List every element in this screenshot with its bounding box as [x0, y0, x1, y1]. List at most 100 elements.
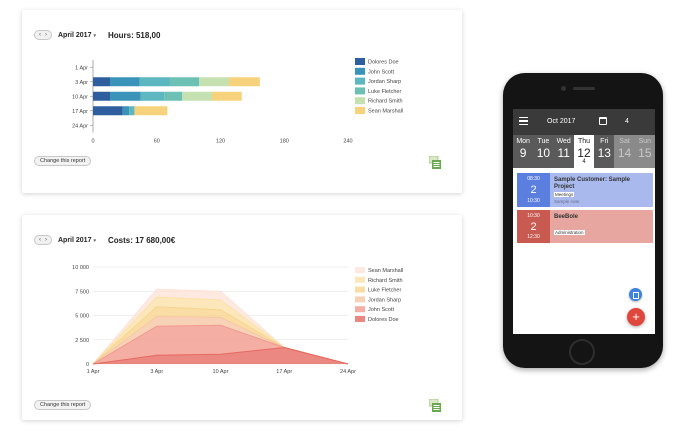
phone-speaker	[573, 87, 595, 90]
entry-tag: Administration	[554, 230, 585, 235]
day-date: 10	[536, 146, 551, 160]
day-date: 11	[557, 146, 570, 160]
end-time: 10:30	[527, 198, 540, 204]
entry-title: BeeBole	[554, 214, 579, 220]
month-nav: ‹ ›	[34, 30, 52, 40]
bar-segment	[93, 77, 110, 87]
hamburger-menu-icon[interactable]	[519, 117, 528, 125]
change-report-button[interactable]: Change this report	[34, 400, 92, 410]
day-date: 14	[617, 146, 632, 160]
bar-segment	[93, 91, 110, 101]
week-day-strip: Mon 9 Tue 10 Wed 11 Thu 12 4 Fri 13 Sat 14 Sun 1…	[513, 135, 655, 168]
next-month-button[interactable]: ›	[45, 237, 47, 243]
y-tick-label: 17 Apr	[72, 109, 88, 115]
costs-report-header: ‹ › April 2017 ▾ Costs: 17 680,00€	[34, 235, 175, 245]
day-tue[interactable]: Tue 10	[533, 135, 554, 168]
current-month-label[interactable]: Oct 2017	[547, 118, 576, 125]
change-report-button[interactable]: Change this report	[34, 156, 92, 166]
area-series-line	[92, 346, 349, 365]
prev-month-button[interactable]: ‹	[39, 32, 41, 38]
month-select[interactable]: April 2017 ▾	[58, 237, 96, 244]
day-fri[interactable]: Fri 13	[594, 135, 615, 168]
day-name: Mon	[516, 138, 530, 145]
legend-swatch	[355, 67, 365, 75]
day-mon[interactable]: Mon 9	[513, 135, 534, 168]
legend-label: Sean Marshall	[368, 268, 403, 274]
bar-segment	[164, 91, 183, 101]
y-tick-label: 0	[86, 362, 89, 368]
phone-home-button	[569, 339, 595, 365]
calendar-icon[interactable]	[599, 117, 607, 125]
time-box: 10:30 2 12:30	[517, 210, 550, 243]
costs-report-card: ‹ › April 2017 ▾ Costs: 17 680,00€ 0 2 500…	[22, 215, 462, 420]
day-sat[interactable]: Sat 14	[614, 135, 635, 168]
x-tick-label: 10 Apr	[213, 369, 229, 375]
copy-button[interactable]	[629, 288, 642, 301]
legend-label: Sean Marshall	[368, 109, 403, 115]
chevron-down-icon: ▾	[93, 32, 96, 39]
hours-report-header: ‹ › April 2017 ▾ Hours: 518,00	[34, 30, 160, 40]
day-sun[interactable]: Sun 15	[634, 135, 655, 168]
mobile-app-screen: Oct 2017 4 Mon 9 Tue 10 Wed 11 Thu 12 4 Fri 13…	[513, 109, 655, 334]
legend-label: Luke Fletcher	[368, 89, 401, 95]
x-tick-label: 1 Apr	[87, 369, 100, 375]
x-tick-label: 180	[280, 139, 289, 145]
end-time: 12:30	[527, 234, 540, 240]
x-tick-label: 0	[91, 139, 94, 145]
y-tick-label: 10 Apr	[72, 94, 88, 100]
hours-total-title: Hours: 518,00	[107, 30, 161, 40]
bar-segment	[199, 77, 229, 87]
legend-swatch	[355, 58, 365, 65]
app-bar: Oct 2017 4	[513, 109, 655, 135]
legend-label: Richard Smith	[368, 278, 403, 284]
bar-segment	[122, 106, 130, 116]
excel-export-icon[interactable]	[429, 399, 441, 412]
start-time: 10:30	[527, 213, 540, 219]
excel-export-icon[interactable]	[429, 156, 441, 169]
day-date: 9	[519, 146, 527, 160]
legend-label: Jordan Sharp	[368, 79, 401, 85]
x-tick-label: 24 Apr	[340, 369, 356, 375]
hours-report-card: ‹ › April 2017 ▾ Hours: 518,00 1 Apr 3 Apr…	[22, 10, 462, 193]
legend-label: Dolores Doe	[368, 317, 399, 323]
x-tick-label: 120	[216, 139, 225, 145]
time-entry-card[interactable]: 10:30 2 12:30 BeeBole Administration	[517, 210, 653, 243]
y-tick-label: 3 Apr	[75, 80, 88, 86]
legend-swatch	[355, 316, 365, 322]
bar-segment	[140, 91, 165, 101]
costs-total-title: Costs: 17 680,00€	[107, 235, 176, 245]
legend-label: John Scott	[368, 69, 394, 75]
day-name: Tue	[537, 138, 550, 145]
day-date: 13	[597, 146, 611, 160]
x-tick-label: 17 Apr	[276, 369, 292, 375]
y-tick-label: 1 Apr	[75, 65, 88, 71]
day-name: Thu	[577, 138, 591, 145]
day-thu-selected[interactable]: Thu 12 4	[573, 135, 595, 168]
day-wed[interactable]: Wed 11	[553, 135, 574, 168]
time-entry-card[interactable]: 08:30 2 10:30 Sample Customer: Sample Pr…	[517, 173, 653, 207]
legend-swatch	[355, 296, 365, 303]
month-label: April 2017	[58, 236, 92, 244]
day-entry-count: 4	[582, 159, 586, 165]
costs-area-chart: 0 2 500 5 000 7 500 10 000 1 Apr 3 Apr 10 Apr 17…	[72, 265, 403, 375]
y-tick-label: 10 000	[72, 265, 89, 271]
legend-label: Jordan Sharp	[368, 297, 401, 303]
month-select[interactable]: April 2017 ▾	[58, 32, 96, 39]
legend-swatch	[355, 286, 365, 293]
area-series	[93, 325, 348, 364]
entry-count: 4	[625, 118, 629, 125]
legend-swatch	[355, 77, 365, 85]
add-entry-button[interactable]: +	[627, 308, 645, 326]
day-date: 12	[577, 146, 591, 160]
prev-month-button[interactable]: ‹	[39, 237, 41, 243]
legend-swatch	[355, 306, 365, 313]
x-tick-label: 240	[343, 139, 352, 145]
next-month-button[interactable]: ›	[45, 32, 47, 38]
x-tick-label: 60	[154, 139, 160, 145]
bar-segment	[129, 106, 135, 116]
phone-mockup: Oct 2017 4 Mon 9 Tue 10 Wed 11 Thu 12 4 Fri 13…	[503, 73, 663, 368]
day-date: 15	[638, 146, 652, 160]
bar-segment	[110, 91, 141, 101]
legend-swatch	[355, 267, 365, 273]
bar-segment	[134, 106, 168, 116]
